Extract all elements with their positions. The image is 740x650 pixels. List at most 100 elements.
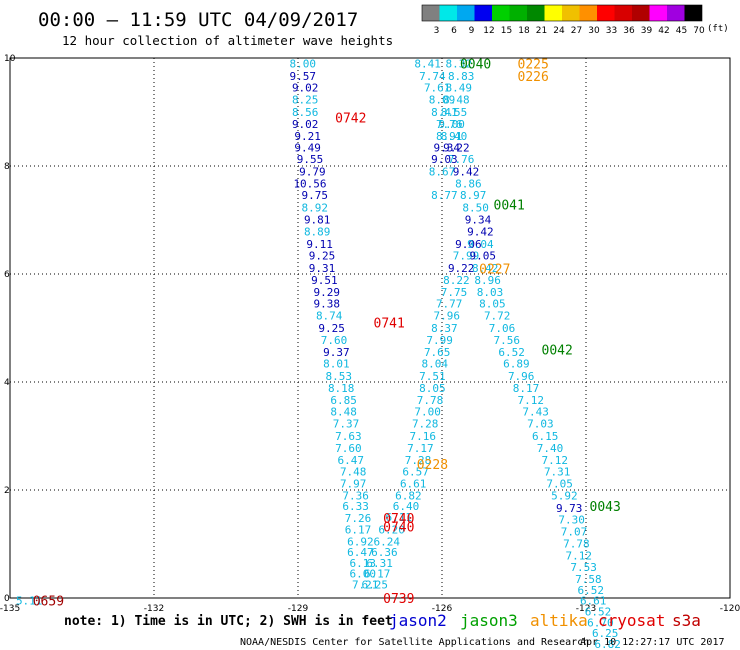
jason3-value-label: 7.51 <box>419 370 446 383</box>
color-swatch <box>422 5 440 21</box>
jason3-value-label: 7.61 <box>424 82 451 95</box>
jason3-value-label: 7.17 <box>407 442 434 455</box>
altika-value-label: 8.17 <box>513 382 540 395</box>
jason2-value-label: 7.48 <box>340 466 367 479</box>
jason3-value-label: 6.31 <box>366 557 393 570</box>
jason2-value-label: 9.11 <box>306 238 333 251</box>
jason3-value-label: 8.97 <box>460 189 487 202</box>
page-title: 00:00 – 11:59 UTC 04/09/2017 <box>38 9 358 31</box>
jason2-value-label: 8.53 <box>326 370 353 383</box>
jason2-value-label: 8.01 <box>323 358 350 371</box>
jason2-value-label: 8.48 <box>330 406 357 419</box>
jason2-value-label: 9.02 <box>292 82 319 95</box>
jason2-value-label: 6.92 <box>347 535 374 548</box>
color-scale-unit: (ft) <box>707 24 729 34</box>
altika-value-label: 8.67 <box>429 165 456 178</box>
color-scale-label: 18 <box>518 26 530 36</box>
altika-value-label: 8.05 <box>479 298 506 311</box>
jason3-value-label: 9.34 <box>465 213 492 226</box>
altika-value-label: 8.03 <box>477 286 504 299</box>
y-tick-label: 4 <box>4 378 10 388</box>
color-scale-label: 39 <box>641 26 653 36</box>
altika-value-label: 6.70 <box>587 616 614 629</box>
color-scale-label: 9 <box>469 26 475 36</box>
y-tick-label: 6 <box>4 270 10 280</box>
color-scale-label: 33 <box>606 26 617 36</box>
pass-time-label: 0741 <box>374 317 405 332</box>
footer-note: note: 1) Time is in UTC; 2) SWH is in fe… <box>64 614 393 629</box>
altika-value-label: 6.52 <box>578 584 605 597</box>
jason2-value-label: 9.75 <box>302 189 329 202</box>
wave-height-values: 8.009.579.028.258.569.029.219.499.559.79… <box>16 57 621 650</box>
x-tick-label: -129 <box>288 604 309 614</box>
jason2-value-label: 9.29 <box>314 286 341 299</box>
color-scale-label: 3 <box>434 26 440 36</box>
color-scale-label: 42 <box>658 26 669 36</box>
altika-value-label: 7.40 <box>537 442 564 455</box>
color-swatch <box>439 5 457 21</box>
color-scale-label: 70 <box>693 26 705 36</box>
jason3-value-label: 7.78 <box>417 394 444 407</box>
altika-value-label: 7.72 <box>484 310 511 323</box>
jason2-value-label: 9.25 <box>309 250 336 263</box>
pass-time-label: 0226 <box>518 70 549 85</box>
jason2-value-label: 10.56 <box>293 177 326 190</box>
jason2-value-label: 9.55 <box>297 153 324 166</box>
satellite-legend: jason2 jason3 altika cryosat s3a <box>389 611 701 630</box>
color-scale-legend: 3 6 9 12 15 18 21 24 27 30 33 36 39 42 45 70 <box>421 4 705 36</box>
altika-value-label: 6.82 <box>594 638 621 650</box>
altika-value-label: 7.31 <box>544 466 571 479</box>
y-tick-label: 2 <box>4 486 10 496</box>
y-tick-label: 10 <box>4 54 16 64</box>
pass-time-label: 0739 <box>383 592 414 607</box>
altika-value-label: 8.77 <box>431 189 458 202</box>
jason3-value-label: 6.20 <box>378 523 405 536</box>
pass-time-label: 0740 <box>383 512 414 527</box>
jason3-value-label: 7.00 <box>414 406 441 419</box>
altika-value-label: 6.25 <box>592 627 619 640</box>
altika-value-label: 6.89 <box>503 358 530 371</box>
altika-value-label: 7.05 <box>546 478 573 491</box>
jason2-value-label: 9.38 <box>314 298 341 311</box>
x-tick-label: -123 <box>576 604 596 614</box>
jason2-value-label: 9.31 <box>309 262 336 275</box>
jason2-value-label: 8.92 <box>302 202 329 215</box>
jason2-value-label: 6.33 <box>342 500 369 513</box>
jason3-value-label: 7.99 <box>426 334 453 347</box>
color-swatch <box>509 5 527 21</box>
jason3-value-label: 8.41 <box>414 57 441 70</box>
color-bar-border <box>421 4 703 22</box>
jason3-value-label: 7.28 <box>412 418 439 431</box>
jason3-value-label: 7.76 <box>436 118 463 131</box>
altika-value-label: 6.61 <box>580 595 607 608</box>
plot-frame <box>9 57 731 599</box>
plot-grid <box>10 58 730 598</box>
color-swatch <box>492 5 510 21</box>
altika-value-label: 7.12 <box>542 454 569 467</box>
altika-value-label: 7.06 <box>489 322 516 335</box>
altika-value-label: 9.04 <box>467 238 494 251</box>
color-swatch <box>562 5 580 21</box>
color-scale-label: 6 <box>451 26 457 36</box>
altika-value-label: 8.91 <box>436 130 463 143</box>
color-scale-label: 45 <box>676 26 687 36</box>
jason3-value-label: 6.11 <box>386 511 413 524</box>
jason3-value-label: 7.77 <box>436 298 463 311</box>
jason2-value-label: 7.37 <box>333 418 360 431</box>
pass-time-label: 0042 <box>542 344 573 359</box>
jason3-value-label: 7.76 <box>448 153 475 166</box>
jason2-value-label: 6.17 <box>345 523 372 536</box>
altika-value-label: 8.42 <box>472 262 499 275</box>
pass-time-label: 0740 <box>383 521 414 536</box>
jason2-value-label: 7.63 <box>335 430 362 443</box>
pass-time-label: 0659 <box>33 595 64 610</box>
altika-value-label: 8.48 <box>443 94 470 107</box>
jason2-value-label: 7.21 <box>352 579 379 592</box>
altika-value-label: 7.58 <box>575 573 602 586</box>
color-scale-label: 12 <box>483 26 494 36</box>
jason2-value-label: 8.89 <box>304 225 331 238</box>
color-swatch <box>579 5 597 21</box>
jason2-value-label: 7.60 <box>335 442 362 455</box>
jason3-value-label: 7.75 <box>441 286 468 299</box>
jason2-value-label: 9.79 <box>299 165 326 178</box>
